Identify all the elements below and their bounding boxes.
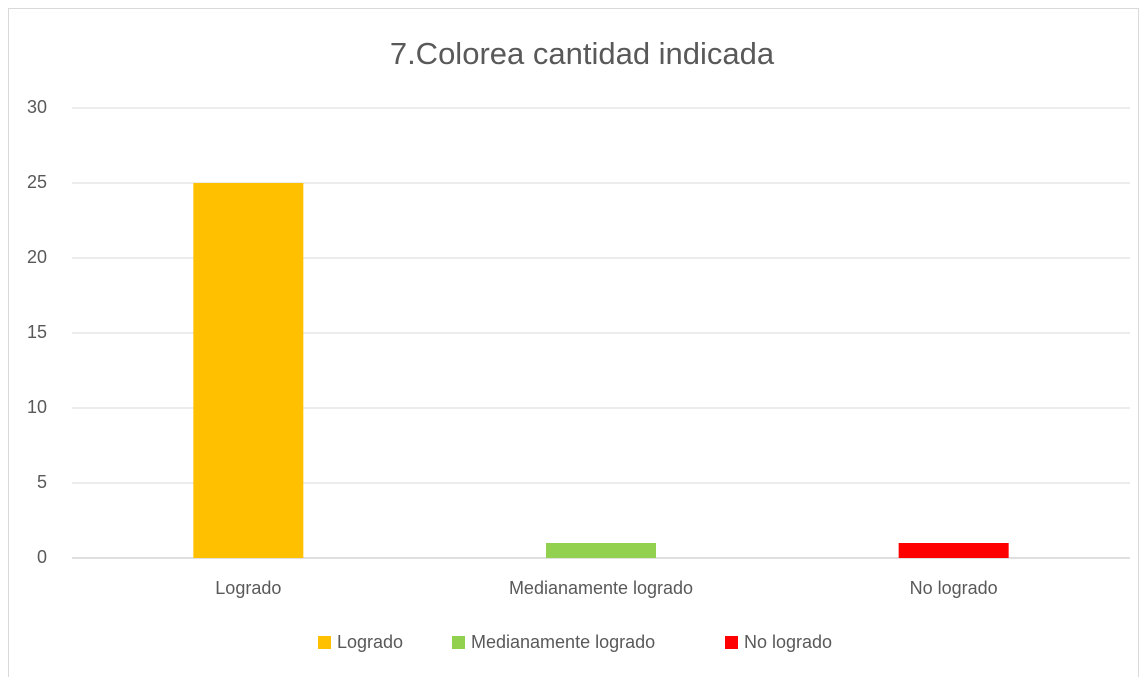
y-tick-label: 5 bbox=[37, 472, 47, 492]
y-tick-label: 10 bbox=[27, 397, 47, 417]
y-tick-label: 20 bbox=[27, 247, 47, 267]
chart-title: 7.Colorea cantidad indicada bbox=[390, 36, 775, 71]
legend-swatch bbox=[318, 636, 331, 649]
legend-label: Medianamente logrado bbox=[471, 632, 655, 652]
x-tick-label: Logrado bbox=[215, 578, 281, 598]
x-tick-label: No logrado bbox=[910, 578, 998, 598]
legend-label: No logrado bbox=[744, 632, 832, 652]
x-tick-label: Medianamente logrado bbox=[509, 578, 693, 598]
bar bbox=[546, 543, 656, 558]
bar bbox=[898, 543, 1009, 558]
y-tick-label: 15 bbox=[27, 322, 47, 342]
y-tick-label: 25 bbox=[27, 172, 47, 192]
y-tick-label: 30 bbox=[27, 97, 47, 117]
bar bbox=[193, 183, 304, 558]
legend-swatch bbox=[725, 636, 738, 649]
y-tick-label: 0 bbox=[37, 547, 47, 567]
legend-swatch bbox=[452, 636, 465, 649]
chart-border bbox=[8, 8, 1139, 677]
legend-label: Logrado bbox=[337, 632, 403, 652]
